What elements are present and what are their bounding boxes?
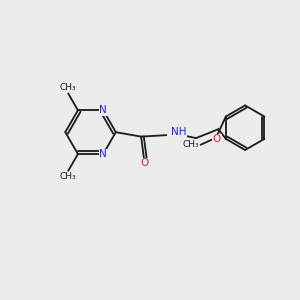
Text: CH₃: CH₃ — [60, 83, 76, 92]
Text: NH: NH — [171, 127, 186, 136]
Text: CH₃: CH₃ — [182, 140, 199, 149]
Text: O: O — [213, 134, 221, 144]
Text: O: O — [140, 158, 148, 168]
Text: CH₃: CH₃ — [60, 172, 76, 181]
Text: N: N — [99, 149, 107, 159]
Text: N: N — [99, 105, 107, 115]
